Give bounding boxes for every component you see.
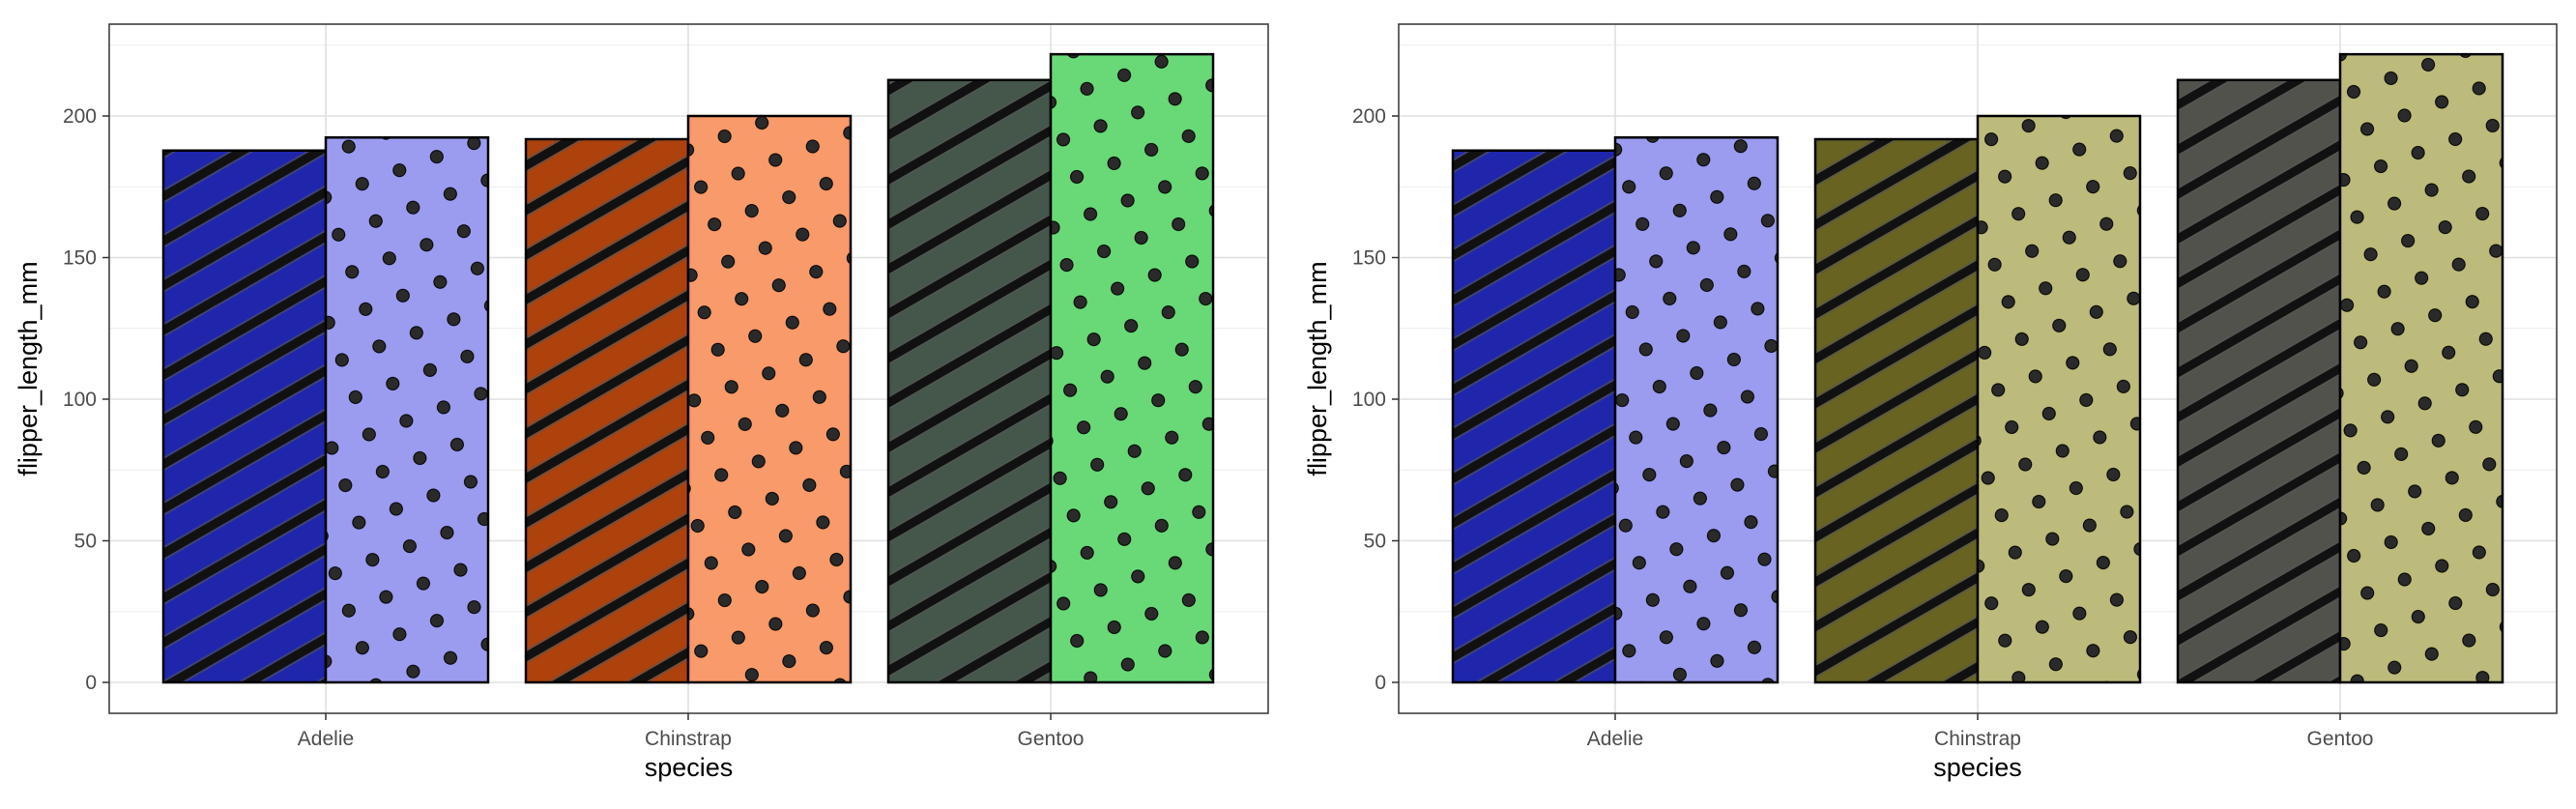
y-tick-label: 50 [1364,531,1386,553]
y-tick-label: 0 [1375,672,1386,694]
bar-circle-gentoo [1049,52,1215,684]
y-axis-title: flipper_length_mm [14,261,43,476]
bar-stripe-gentoo [886,78,1053,684]
y-tick-label: 150 [1352,247,1386,270]
y-tick-label: 0 [85,672,97,694]
bar-circle-chinstrap [1976,114,2142,684]
y-tick-label: 200 [1352,105,1386,128]
bar-circle-gentoo [2338,52,2504,684]
y-tick-label: 100 [63,389,97,411]
bar-stripe-chinstrap [524,137,690,684]
x-tick-label: Adelie [298,728,354,750]
y-tick-label: 100 [1352,389,1386,411]
x-tick-label: Adelie [1587,728,1643,750]
bar-circle-adelie [324,136,490,684]
y-tick-label: 150 [63,247,97,270]
x-tick-label: Chinstrap [1934,728,2021,750]
bar-stripe-adelie [161,149,328,684]
bar-stripe-gentoo [2176,78,2342,684]
y-axis-title: flipper_length_mm [1303,261,1332,476]
x-tick-label: Chinstrap [645,728,732,750]
x-axis-title: species [1933,753,2022,782]
bar-stripe-chinstrap [1813,137,1980,684]
y-tick-label: 200 [63,105,97,128]
bar-stripe-adelie [1451,149,1617,684]
bar-circle-chinstrap [686,114,853,684]
y-tick-label: 50 [74,531,97,553]
x-tick-label: Gentoo [1018,728,1085,750]
bar-circle-adelie [1613,136,1780,684]
panel-2: 0 50 100 150 200 Adelie Chinstrap Gentoo species… [1303,23,2558,782]
panel-1: 0 50 100 150 200 Adelie Chinstrap Gentoo species… [14,23,1269,782]
x-tick-label: Gentoo [2307,728,2374,750]
x-axis-title: species [645,753,734,782]
